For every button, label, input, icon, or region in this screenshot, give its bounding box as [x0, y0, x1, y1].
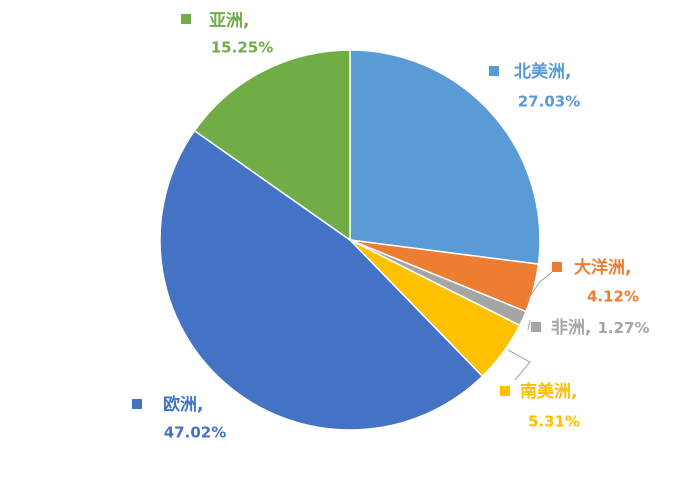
legend-marker	[132, 399, 142, 409]
legend-marker	[531, 322, 541, 332]
legend-marker	[552, 262, 562, 272]
pie-slice	[193, 49, 351, 242]
value-label: 1.27%	[597, 319, 649, 337]
legend-marker	[181, 14, 191, 24]
data-label: 欧洲,	[163, 394, 203, 415]
separator: ,	[565, 62, 571, 82]
value-label: 27.03%	[518, 93, 580, 111]
value-label: 15.25%	[211, 39, 273, 57]
category-name: 非洲	[551, 317, 585, 338]
category-name: 欧洲	[163, 394, 197, 415]
category-name: 北美洲	[514, 61, 565, 82]
leader-line	[507, 349, 531, 381]
data-label: 南美洲,	[520, 381, 577, 402]
value-label: 47.02%	[164, 424, 226, 442]
data-label: 大洋洲,	[574, 257, 631, 278]
legend-marker	[500, 386, 510, 396]
data-label: 亚洲,	[209, 11, 249, 31]
separator: ,	[585, 318, 591, 338]
category-name: 大洋洲	[574, 257, 625, 278]
category-name: 亚洲	[209, 11, 243, 31]
pie-slice	[159, 129, 484, 431]
value-label: 4.12%	[587, 288, 639, 306]
separator: ,	[197, 395, 203, 415]
pie	[159, 49, 541, 431]
data-label: 非洲, 1.27%	[551, 317, 650, 338]
value-label: 5.31%	[528, 413, 580, 431]
separator: ,	[571, 382, 577, 402]
labels: 北美洲, 27.03% 大洋洲, 4.12%非洲, 1.27% 南美洲, 5.31% 欧洲, 4…	[132, 11, 650, 442]
leader-line	[527, 319, 531, 331]
leader-line	[526, 271, 553, 301]
leader-lines	[507, 271, 553, 381]
legend-marker	[489, 66, 499, 76]
data-label: 北美洲,	[514, 61, 571, 82]
separator: ,	[625, 258, 631, 278]
category-name: 南美洲	[520, 381, 571, 402]
separator: ,	[243, 11, 249, 31]
pie-slice	[349, 49, 541, 266]
